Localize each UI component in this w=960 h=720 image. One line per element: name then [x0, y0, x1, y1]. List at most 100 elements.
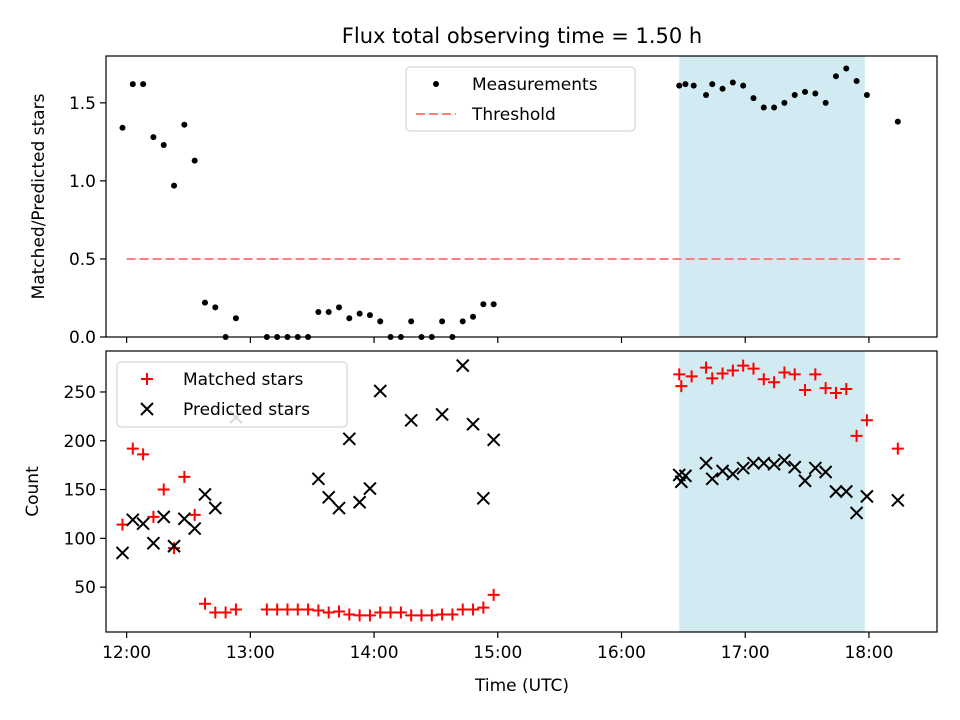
- data-point: [685, 370, 698, 383]
- data-point: [346, 315, 353, 322]
- data-point: [891, 442, 904, 455]
- y-axis-label: Matched/Predicted stars: [29, 93, 49, 299]
- data-point: [140, 81, 147, 88]
- data-point: [709, 81, 716, 88]
- data-point: [311, 472, 326, 486]
- data-point: [853, 77, 860, 84]
- data-point: [366, 312, 373, 319]
- top-panel: 0.0 0.5 1.0 1.5 Matched/Predicted stars Measu…: [29, 55, 938, 348]
- x-tick-label: 13:00: [226, 643, 275, 663]
- chart-title: Flux total observing time = 1.50 h: [342, 24, 702, 48]
- data-point: [333, 605, 346, 618]
- data-point: [799, 384, 812, 397]
- data-point: [291, 603, 304, 616]
- x-axis-label: Time (UTC): [474, 676, 569, 696]
- data-point: [829, 386, 842, 399]
- data-point: [374, 606, 387, 619]
- y-axis-label: Count: [23, 466, 43, 517]
- data-point: [719, 85, 726, 92]
- x-tick-label: 17:00: [721, 643, 770, 663]
- x-tick-label: 15:00: [473, 643, 522, 663]
- data-point: [676, 82, 683, 89]
- data-point: [322, 606, 335, 619]
- data-point: [315, 309, 322, 316]
- data-point: [737, 359, 750, 372]
- data-point: [219, 606, 232, 619]
- legend-box: [116, 361, 348, 428]
- data-point: [119, 124, 126, 131]
- y-tick-label: 200: [64, 432, 96, 452]
- data-point: [829, 484, 843, 499]
- data-point: [891, 493, 905, 507]
- data-point: [840, 383, 853, 396]
- data-point: [750, 95, 757, 102]
- data-point: [480, 301, 487, 308]
- data-point: [137, 448, 150, 461]
- data-point: [459, 318, 466, 325]
- data-point: [703, 92, 710, 99]
- data-point: [791, 92, 798, 99]
- data-point: [188, 508, 201, 521]
- x-tick-label: 16:00: [597, 643, 646, 663]
- data-point: [157, 510, 171, 524]
- data-point: [768, 376, 781, 389]
- data-point: [674, 475, 689, 489]
- data-point: [436, 608, 449, 621]
- data-point: [115, 546, 130, 560]
- data-point: [232, 315, 239, 322]
- data-point: [715, 464, 730, 478]
- data-point: [466, 417, 480, 431]
- y-tick-label: 50: [74, 578, 96, 598]
- legend: Measurements Threshold: [405, 66, 636, 132]
- data-point: [802, 88, 809, 95]
- data-point: [850, 429, 863, 442]
- data-point: [260, 603, 273, 616]
- data-point: [470, 313, 477, 320]
- data-point: [736, 461, 750, 475]
- data-point: [126, 442, 139, 455]
- data-point: [767, 457, 781, 471]
- data-point: [352, 495, 367, 509]
- data-point: [187, 521, 202, 536]
- data-point: [373, 384, 387, 398]
- highlight-span: [679, 351, 865, 632]
- data-point: [157, 483, 170, 496]
- data-point: [487, 588, 500, 601]
- data-point: [705, 472, 719, 486]
- data-point: [394, 606, 407, 619]
- data-point: [435, 407, 449, 422]
- data-point: [777, 453, 792, 467]
- data-point: [476, 491, 491, 506]
- data-point: [325, 309, 332, 316]
- data-point: [198, 597, 211, 610]
- data-point: [746, 456, 761, 470]
- data-point: [116, 518, 129, 531]
- x-tick-label: 14:00: [350, 643, 399, 663]
- y-tick-label: 1.5: [69, 94, 96, 114]
- data-point: [822, 99, 829, 106]
- data-point: [201, 299, 208, 306]
- bottom-panel: 50 100 150 200 250 12:00 13:00 14:00 15:00 16:00 1…: [23, 350, 938, 663]
- data-point: [178, 470, 191, 483]
- data-point: [682, 81, 689, 88]
- legend-label: Predicted stars: [183, 400, 310, 420]
- data-point: [377, 318, 384, 325]
- data-point: [832, 73, 839, 80]
- data-point: [415, 609, 428, 622]
- data-point: [788, 368, 801, 381]
- data-point: [788, 460, 802, 474]
- data-point: [690, 82, 697, 89]
- data-point: [675, 380, 688, 393]
- data-point: [839, 484, 853, 499]
- data-point: [353, 609, 366, 622]
- data-point: [446, 608, 459, 621]
- axes-frame: [105, 55, 938, 338]
- data-point: [863, 92, 870, 99]
- data-point: [146, 536, 161, 550]
- data-point: [356, 310, 363, 317]
- data-point: [171, 182, 178, 189]
- y-tick-label: 150: [64, 481, 96, 501]
- data-point: [302, 603, 315, 616]
- series-predicted-stars: [115, 358, 905, 560]
- data-point: [281, 603, 294, 616]
